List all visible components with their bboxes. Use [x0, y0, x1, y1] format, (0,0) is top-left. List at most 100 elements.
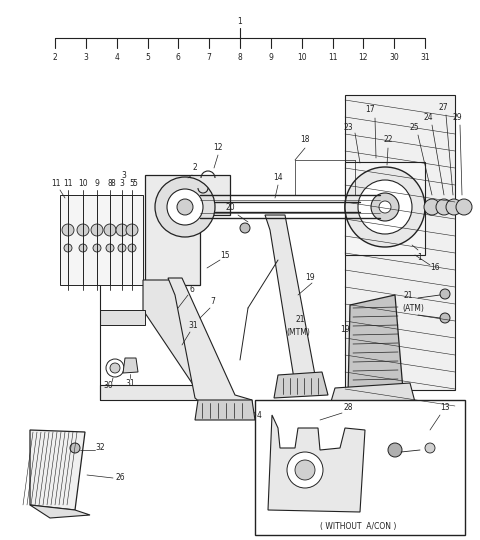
Polygon shape [143, 280, 230, 395]
Text: 3: 3 [84, 52, 88, 62]
Polygon shape [268, 415, 365, 512]
Circle shape [61, 223, 75, 237]
Text: 4: 4 [114, 52, 119, 62]
Circle shape [77, 224, 89, 236]
Text: 14: 14 [273, 173, 283, 183]
Circle shape [436, 199, 452, 215]
Polygon shape [265, 215, 315, 385]
Text: 3: 3 [121, 172, 126, 180]
Circle shape [62, 224, 74, 236]
Text: 11: 11 [328, 52, 337, 62]
Circle shape [93, 244, 101, 252]
Circle shape [167, 189, 203, 225]
Circle shape [371, 193, 399, 221]
Text: 28: 28 [343, 403, 353, 413]
Circle shape [106, 244, 114, 252]
Text: (ATM): (ATM) [402, 303, 424, 313]
Polygon shape [30, 430, 85, 510]
Circle shape [440, 313, 450, 323]
Polygon shape [345, 162, 425, 255]
Text: 8: 8 [110, 179, 115, 187]
Circle shape [177, 199, 193, 215]
Circle shape [92, 245, 102, 255]
Circle shape [456, 199, 472, 215]
Circle shape [446, 199, 462, 215]
Text: 20: 20 [225, 204, 235, 213]
Circle shape [115, 223, 129, 237]
Polygon shape [123, 358, 138, 373]
Circle shape [287, 452, 323, 488]
Polygon shape [30, 505, 90, 518]
Text: 21: 21 [295, 315, 305, 325]
Circle shape [371, 193, 399, 221]
Text: 8: 8 [238, 52, 242, 62]
Text: 10: 10 [78, 179, 88, 187]
Polygon shape [168, 278, 252, 415]
Text: 19: 19 [305, 273, 315, 282]
Polygon shape [274, 372, 328, 398]
Circle shape [126, 224, 138, 236]
Text: 31: 31 [125, 379, 135, 388]
Polygon shape [330, 383, 415, 405]
Text: 12: 12 [359, 52, 368, 62]
Circle shape [127, 245, 137, 255]
Text: 30: 30 [103, 381, 113, 389]
Circle shape [116, 224, 128, 236]
Text: 19: 19 [340, 326, 350, 334]
Circle shape [103, 223, 117, 237]
Text: ( WITHOUT  A/CON ): ( WITHOUT A/CON ) [320, 523, 396, 531]
Circle shape [358, 180, 412, 234]
Circle shape [117, 245, 127, 255]
Text: 8: 8 [108, 179, 112, 187]
Circle shape [90, 223, 104, 237]
Text: 30: 30 [389, 52, 399, 62]
Circle shape [155, 177, 215, 237]
Circle shape [91, 224, 103, 236]
Text: 4: 4 [257, 410, 262, 420]
Circle shape [78, 245, 88, 255]
Text: 6: 6 [190, 286, 194, 294]
Circle shape [345, 167, 425, 247]
Circle shape [76, 223, 90, 237]
Circle shape [118, 244, 126, 252]
Text: 13: 13 [440, 403, 450, 413]
Text: 26: 26 [115, 474, 125, 483]
Text: 2: 2 [53, 52, 58, 62]
Text: 18: 18 [300, 136, 310, 145]
Text: 15: 15 [220, 251, 230, 260]
Polygon shape [195, 400, 255, 420]
Circle shape [64, 244, 72, 252]
Text: 17: 17 [365, 105, 375, 114]
Circle shape [128, 244, 136, 252]
Text: 9: 9 [95, 179, 99, 187]
Text: 1: 1 [238, 17, 242, 25]
Polygon shape [348, 295, 403, 395]
Text: 22: 22 [383, 136, 393, 145]
Text: 29: 29 [452, 113, 462, 123]
Circle shape [358, 180, 412, 234]
Bar [255, 400, 465, 535]
Circle shape [440, 289, 450, 299]
Text: 6: 6 [176, 52, 181, 62]
Circle shape [425, 443, 435, 453]
Circle shape [63, 245, 73, 255]
Circle shape [240, 223, 250, 233]
Circle shape [378, 200, 392, 214]
Text: 10: 10 [297, 52, 306, 62]
Text: 5: 5 [132, 179, 137, 187]
Polygon shape [345, 95, 455, 390]
Polygon shape [100, 310, 145, 325]
Text: 16: 16 [430, 264, 440, 273]
Text: 1: 1 [418, 253, 422, 262]
Text: 7: 7 [207, 52, 212, 62]
Text: 31: 31 [420, 52, 430, 62]
Text: 5: 5 [145, 52, 150, 62]
Text: 32: 32 [95, 443, 105, 453]
Text: 11: 11 [51, 179, 61, 187]
Text: 5: 5 [130, 179, 134, 187]
Circle shape [424, 199, 440, 215]
Text: 2: 2 [192, 164, 197, 172]
Circle shape [79, 244, 87, 252]
Circle shape [295, 460, 315, 480]
Text: 7: 7 [211, 298, 216, 307]
